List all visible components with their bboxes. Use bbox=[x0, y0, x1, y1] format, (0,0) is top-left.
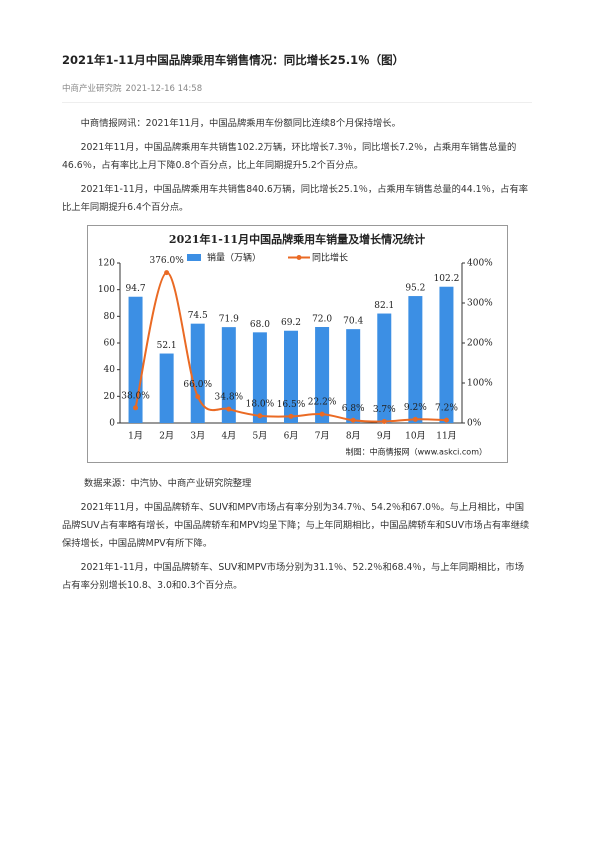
paragraph: 2021年11月，中国品牌乘用车共销售102.2万辆，环比增长7.3％，同比增长… bbox=[62, 142, 517, 171]
line-point bbox=[226, 406, 232, 412]
bar bbox=[284, 330, 298, 423]
chart-box: 2021年1-11月中国品牌乘用车销量及增长情况统计 制图：中商情报网（www.… bbox=[87, 225, 508, 463]
bar-value-label: 70.4 bbox=[343, 317, 363, 327]
x-tick-label: 6月 bbox=[284, 431, 299, 442]
y-tick-label: 0 bbox=[109, 419, 115, 429]
meta: 中商产业研究院 2021-12-16 14:58 bbox=[62, 82, 532, 103]
bar-value-label: 102.2 bbox=[434, 274, 460, 284]
bar-value-label: 74.5 bbox=[188, 311, 208, 321]
bar-value-label: 69.2 bbox=[281, 318, 301, 328]
article: 2021年1-11月中国品牌乘用车销售情况：同比增长25.1％（图） 中商产业研… bbox=[62, 52, 532, 601]
line-point bbox=[350, 417, 356, 423]
paragraph: 2021年1-11月，中国品牌乘用车共销售840.6万辆，同比增长25.1％，占… bbox=[62, 184, 529, 213]
y2-tick-label: 100% bbox=[467, 379, 493, 389]
paragraph: 中商情报网讯：2021年11月，中国品牌乘用车份额同比连续8个月保持增长。 bbox=[80, 118, 401, 129]
x-tick-label: 5月 bbox=[253, 431, 268, 442]
date: 2021-12-16 14:58 bbox=[125, 84, 203, 94]
x-tick-label: 10月 bbox=[405, 431, 425, 442]
line-value-label: 3.7% bbox=[373, 405, 396, 415]
line-value-label: 6.8% bbox=[342, 404, 365, 414]
chart-title: 2021年1-11月中国品牌乘用车销量及增长情况统计 bbox=[169, 232, 425, 246]
bar bbox=[190, 323, 205, 423]
bar-value-label: 94.7 bbox=[126, 284, 146, 294]
paragraph: 2021年11月，中国品牌轿车、SUV和MPV市场占有率分别为34.7％、54.… bbox=[62, 502, 530, 549]
x-tick-label: 9月 bbox=[377, 431, 392, 442]
bar bbox=[377, 313, 392, 423]
legend-label: 销量（万辆） bbox=[207, 252, 261, 264]
line-value-label: 376.0% bbox=[149, 256, 184, 266]
y-tick-label: 80 bbox=[104, 312, 116, 322]
paragraph: 2021年1-11月，中国品牌轿车、SUV和MPV市场分别为31.1％、52.2… bbox=[62, 562, 525, 591]
x-tick-label: 11月 bbox=[436, 431, 456, 442]
x-tick-label: 2月 bbox=[159, 431, 174, 442]
line-point bbox=[443, 417, 449, 423]
bar bbox=[408, 296, 423, 423]
y-tick-label: 60 bbox=[104, 339, 116, 349]
line-value-label: 34.8% bbox=[215, 393, 244, 403]
bar bbox=[252, 332, 267, 423]
paragraphs: 2021年11月，中国品牌轿车、SUV和MPV市场占有率分别为34.7％、54.… bbox=[62, 499, 532, 595]
bar-value-label: 72.0 bbox=[312, 315, 332, 325]
chart-footer: 制图：中商情报网（www.askci.com） bbox=[346, 447, 487, 457]
line-point bbox=[257, 413, 263, 419]
legend-label: 同比增长 bbox=[312, 252, 348, 264]
line-value-label: 16.5% bbox=[277, 400, 306, 410]
line-point bbox=[288, 413, 294, 419]
bar-value-label: 71.9 bbox=[219, 315, 239, 325]
title: 2021年1-11月中国品牌乘用车销售情况：同比增长25.1％（图） bbox=[62, 53, 405, 67]
line-value-label: 7.2% bbox=[435, 404, 458, 414]
source-note: 数据来源：中汽协、中商产业研究院整理 bbox=[84, 478, 252, 489]
bar bbox=[159, 353, 174, 423]
line-value-label: 18.0% bbox=[246, 399, 275, 409]
x-tick-label: 7月 bbox=[315, 431, 330, 442]
bar-value-label: 68.0 bbox=[250, 320, 270, 330]
line-value-label: 22.2% bbox=[308, 398, 337, 408]
bar bbox=[439, 286, 454, 423]
bar-value-label: 82.1 bbox=[374, 301, 394, 311]
line-point bbox=[319, 411, 325, 417]
y-tick-label: 100 bbox=[98, 285, 115, 295]
legend-swatch bbox=[296, 255, 302, 260]
bar-value-label: 52.1 bbox=[157, 341, 177, 351]
line-point bbox=[164, 270, 170, 276]
paragraphs: 中商情报网讯：2021年11月，中国品牌乘用车份额同比连续8个月保持增长。 202… bbox=[62, 115, 532, 217]
line-point bbox=[412, 416, 418, 422]
y-tick-label: 120 bbox=[98, 259, 115, 269]
line bbox=[134, 271, 447, 423]
y2-tick-label: 300% bbox=[467, 299, 493, 309]
bar-value-label: 95.2 bbox=[405, 284, 425, 294]
bar bbox=[315, 327, 330, 423]
source: 中商产业研究院 bbox=[62, 84, 122, 94]
y2-tick-label: 400% bbox=[467, 259, 493, 269]
y-tick-label: 20 bbox=[104, 392, 116, 402]
line-value-label: 38.0% bbox=[121, 391, 150, 401]
y-tick-label: 40 bbox=[104, 365, 116, 375]
chart: 2021年1-11月中国品牌乘用车销量及增长情况统计 制图：中商情报网（www.… bbox=[87, 225, 508, 463]
x-tick-label: 1月 bbox=[128, 431, 143, 442]
line-point bbox=[381, 419, 387, 425]
bar bbox=[346, 329, 361, 423]
x-tick-label: 8月 bbox=[346, 431, 361, 442]
y2-tick-label: 0% bbox=[467, 419, 482, 429]
line-point bbox=[133, 405, 139, 411]
line-point bbox=[195, 394, 201, 400]
x-tick-label: 4月 bbox=[221, 431, 236, 442]
line-value-label: 9.2% bbox=[404, 403, 427, 413]
line-value-label: 66.0% bbox=[183, 380, 212, 390]
legend-swatch bbox=[187, 254, 201, 261]
x-tick-label: 3月 bbox=[190, 431, 205, 442]
y2-tick-label: 200% bbox=[467, 339, 493, 349]
bar bbox=[221, 327, 236, 423]
